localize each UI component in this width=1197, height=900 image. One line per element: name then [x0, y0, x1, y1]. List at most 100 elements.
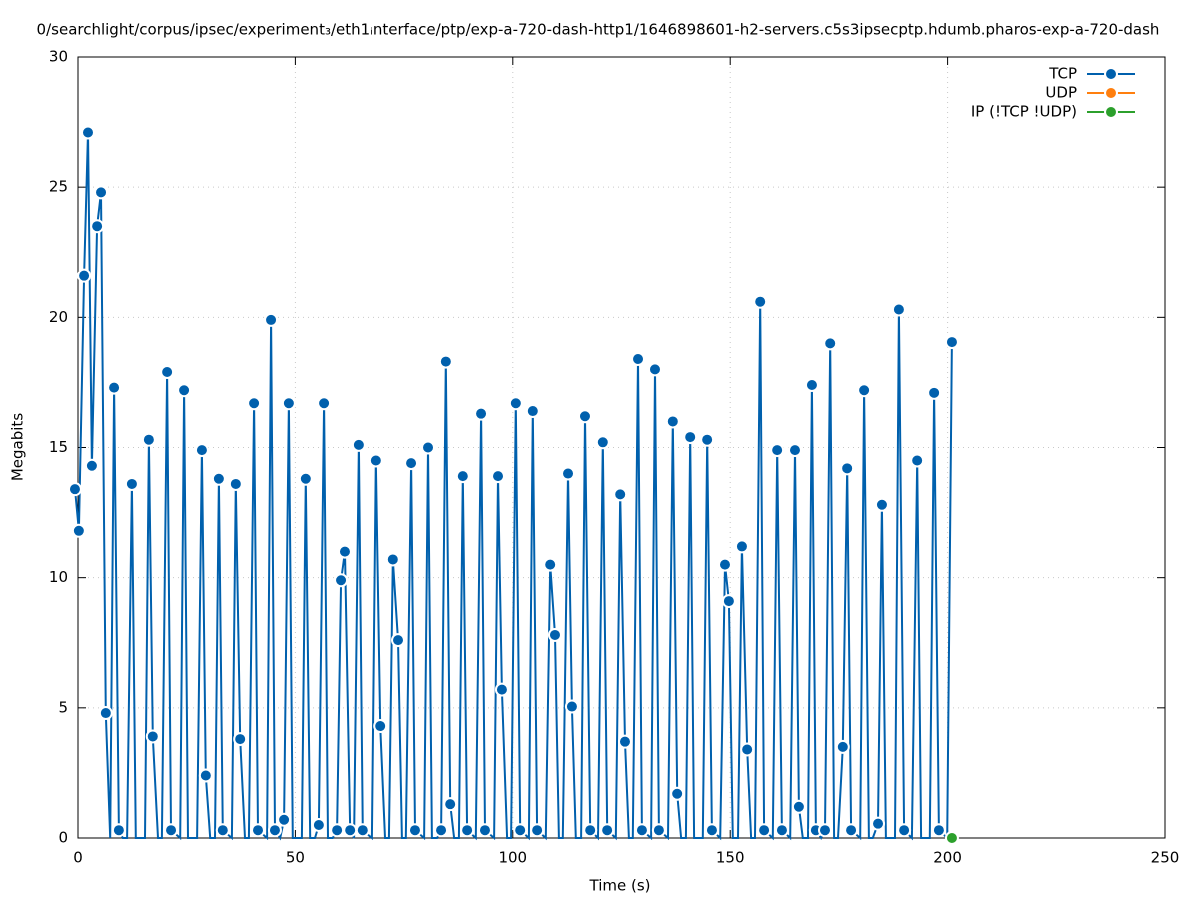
data-point: [474, 406, 489, 421]
data-point: [717, 557, 732, 572]
data-point: [84, 458, 99, 473]
plot-border: [77, 56, 1166, 839]
data-point: [840, 461, 855, 476]
data-point: [311, 817, 326, 832]
data-point: [804, 378, 819, 393]
data-point: [823, 336, 838, 351]
data-point: [233, 732, 248, 747]
data-point: [198, 768, 213, 783]
data-point: [700, 432, 715, 447]
data-point: [160, 365, 175, 380]
data-point: [857, 383, 872, 398]
data-point: [757, 823, 772, 838]
data-point: [670, 786, 685, 801]
data-point: [177, 383, 192, 398]
data-point: [215, 823, 230, 838]
data-point: [351, 437, 366, 452]
data-point: [740, 742, 755, 757]
data-point: [753, 294, 768, 309]
data-point: [281, 396, 296, 411]
x-tick-label: 150: [716, 849, 745, 867]
data-point: [477, 823, 492, 838]
data-point: [787, 443, 802, 458]
data-point: [891, 302, 906, 317]
data-point: [543, 557, 558, 572]
data-point: [330, 823, 345, 838]
data-point: [455, 469, 470, 484]
x-tick-label: 200: [933, 849, 962, 867]
data-point: [407, 823, 422, 838]
data-point: [267, 823, 282, 838]
y-tick-label: 25: [49, 178, 68, 196]
x-axis-label: Time (s): [589, 877, 651, 895]
data-point: [494, 682, 509, 697]
data-point: [577, 409, 592, 424]
x-tick-label: 250: [1151, 849, 1180, 867]
data-point: [770, 443, 785, 458]
data-point: [355, 823, 370, 838]
data-point: [251, 823, 266, 838]
y-tick-label: 10: [49, 568, 68, 586]
data-point: [583, 823, 598, 838]
data-point: [460, 823, 475, 838]
x-tick-label: 100: [498, 849, 527, 867]
data-point: [897, 823, 912, 838]
data-point: [491, 469, 506, 484]
data-point: [343, 823, 358, 838]
data-point: [513, 823, 528, 838]
data-point: [564, 699, 579, 714]
legend-label: TCP: [1048, 65, 1077, 83]
data-point: [81, 125, 96, 140]
data-point: [443, 797, 458, 812]
data-point: [871, 816, 886, 831]
data-point: [631, 351, 646, 366]
x-tick-label: 0: [73, 849, 83, 867]
data-point: [844, 823, 859, 838]
data-point: [264, 312, 279, 327]
legend-label: IP (!TCP !UDP): [971, 103, 1077, 121]
y-tick-label: 15: [49, 438, 68, 456]
data-point: [421, 440, 436, 455]
chart-title: 0/searchlight/corpus/ipsec/experiment₃/e…: [37, 21, 1160, 39]
legend-marker: [1104, 105, 1118, 119]
data-point: [944, 335, 959, 350]
data-point: [247, 396, 262, 411]
data-point: [277, 812, 292, 827]
data-point: [90, 219, 105, 234]
y-axis-label: Megabits: [9, 413, 27, 481]
data-point: [124, 476, 139, 491]
data-point: [94, 185, 109, 200]
data-point: [774, 823, 789, 838]
data-point: [77, 268, 92, 283]
data-point: [665, 414, 680, 429]
data-point: [525, 404, 540, 419]
data-point: [145, 729, 160, 744]
data-point: [368, 453, 383, 468]
data-point: [683, 430, 698, 445]
legend-marker: [1104, 86, 1118, 100]
data-point: [704, 823, 719, 838]
data-point: [164, 823, 179, 838]
data-point: [111, 823, 126, 838]
data-point: [385, 552, 400, 567]
data-point: [98, 706, 113, 721]
legend-label: UDP: [1045, 84, 1077, 102]
data-point: [835, 739, 850, 754]
data-point: [944, 831, 959, 845]
data-point: [404, 456, 419, 471]
data-point: [334, 573, 349, 588]
y-tick-label: 20: [49, 308, 68, 326]
data-point: [508, 396, 523, 411]
data-point: [547, 627, 562, 642]
data-point: [228, 476, 243, 491]
data-point: [910, 453, 925, 468]
data-point: [391, 633, 406, 648]
data-point: [298, 471, 313, 486]
data-point: [71, 523, 86, 538]
data-point: [595, 435, 610, 450]
data-point: [927, 385, 942, 400]
data-point: [211, 471, 226, 486]
y-tick-label: 5: [58, 698, 68, 716]
data-point: [561, 466, 576, 481]
